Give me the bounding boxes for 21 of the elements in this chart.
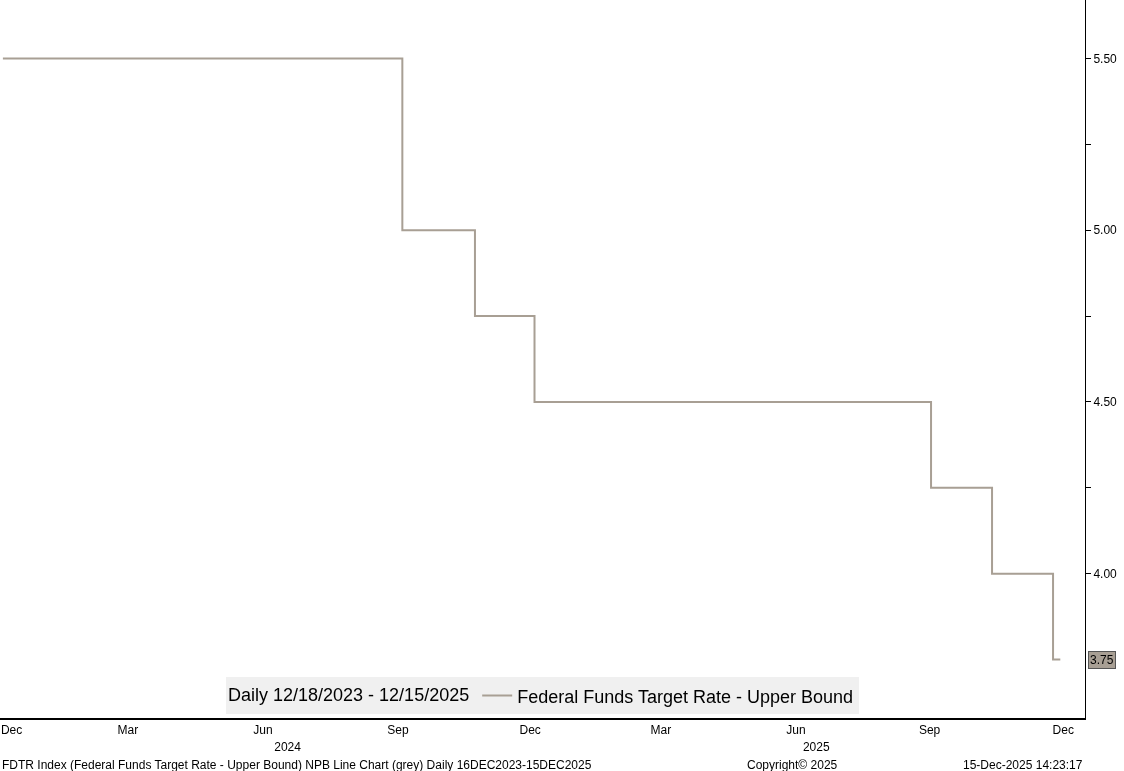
legend-label: Federal Funds Target Rate - Upper Bound [517, 686, 854, 707]
annotation: 3.75 [1090, 653, 1114, 667]
legend-title: Daily 12/18/2023 - 12/15/2025 [228, 684, 470, 705]
x-tick-label: Sep [918, 723, 941, 738]
x-tick-label: Mar [117, 723, 139, 738]
x-tick-label: Jun [253, 723, 273, 738]
y-tick-label: 4.00 [1093, 566, 1118, 581]
x-tick-label: Jun [786, 723, 806, 738]
text: Copyright© 2025 [747, 758, 838, 771]
y-tick-label: 4.50 [1093, 395, 1118, 410]
text: 15-Dec-2025 14:23:17 [963, 758, 1083, 771]
x2-tick-label: 2024 [274, 740, 302, 754]
x-tick-label: Dec [1052, 723, 1074, 738]
x-tick-label: Mar [650, 723, 672, 738]
y-tick-label: 5.50 [1093, 51, 1118, 66]
text: FDTR Index (Federal Funds Target Rate - Upper Bound) NPB Line Chart (grey) Daily 16DEC2023-15DEC2025 [2, 758, 592, 771]
x2-tick-label: 2025 [802, 740, 830, 754]
y-tick-label: 5.00 [1093, 223, 1118, 238]
x-tick-label: Dec [0, 723, 23, 738]
x-tick-label: Dec [519, 723, 541, 738]
x-tick-label: Sep [387, 723, 409, 738]
